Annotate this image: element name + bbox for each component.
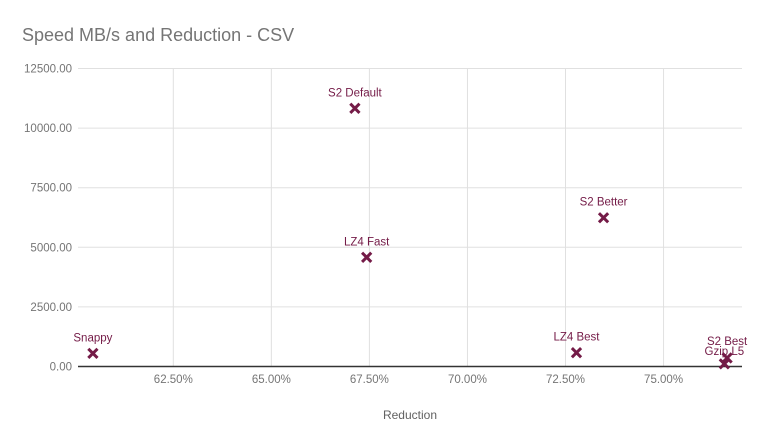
data-point: LZ4 Fast — [344, 236, 390, 263]
data-point-label: S2 Best — [707, 336, 748, 348]
data-point-label: Snappy — [73, 332, 112, 344]
y-axis-tick-label: 5000.00 — [30, 242, 72, 254]
y-axis-tick-label: 2500.00 — [30, 302, 72, 314]
y-axis-tick-label: 7500.00 — [30, 183, 72, 195]
x-axis-tick-label: 65.00% — [252, 374, 291, 386]
x-axis-tick-label: 72.50% — [546, 374, 585, 386]
data-point-label: S2 Default — [328, 87, 383, 99]
y-axis-tick-label: 12500.00 — [24, 64, 72, 76]
chart-title: Speed MB/s and Reduction - CSV — [22, 25, 294, 45]
y-axis-tick-label: 0.00 — [50, 362, 72, 374]
data-point-marker[interactable] — [570, 347, 583, 359]
data-point: Gzip L5 — [705, 346, 745, 370]
data-point-marker[interactable] — [349, 102, 361, 114]
data-point-marker[interactable] — [718, 358, 731, 370]
data-points-group: Snappy S2 Default LZ4 Fast S2 Better LZ4 Bes… — [73, 87, 748, 370]
data-point-label: S2 Better — [580, 197, 628, 209]
x-axis-tick-label: 70.00% — [448, 374, 487, 386]
data-point: S2 Better — [580, 197, 628, 224]
data-point-marker[interactable] — [597, 212, 610, 224]
x-axis-title: Reduction — [383, 408, 437, 422]
data-point-label: LZ4 Fast — [344, 236, 390, 248]
data-point-marker[interactable] — [87, 347, 99, 360]
data-point-marker[interactable] — [361, 251, 373, 263]
tick-labels-group: 0.00 2500.00 5000.00 7500.00 10000.00 12500.0… — [24, 64, 683, 387]
data-point-marker[interactable] — [721, 352, 733, 364]
y-axis-tick-label: 10000.00 — [24, 123, 72, 135]
data-point: Snappy — [73, 332, 113, 360]
x-axis-tick-label: 75.00% — [644, 374, 683, 386]
data-point-label: LZ4 Best — [553, 332, 600, 344]
x-axis-tick-label: 67.50% — [350, 374, 389, 386]
x-axis-tick-label: 62.50% — [154, 374, 193, 386]
data-point: LZ4 Best — [553, 332, 600, 359]
data-point: S2 Default — [328, 87, 383, 114]
gridlines-group — [78, 68, 742, 367]
data-point-label: Gzip L5 — [705, 346, 745, 358]
data-point: S2 Best — [707, 336, 748, 364]
